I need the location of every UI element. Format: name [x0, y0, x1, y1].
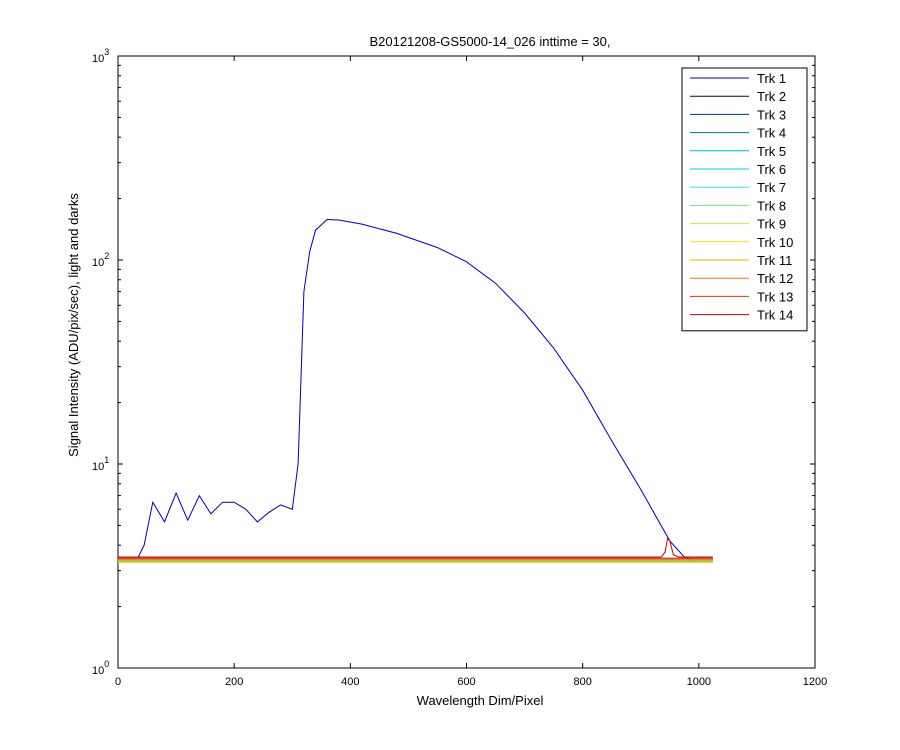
legend-label: Trk 6 — [757, 162, 786, 177]
x-tick-label: 0 — [115, 676, 121, 688]
legend-label: Trk 5 — [757, 144, 786, 159]
x-axis: 0 200 400 600 800 1000 1200 — [115, 56, 827, 688]
y-tick-label: 103 — [92, 47, 109, 65]
y-tick-label: 101 — [92, 455, 109, 473]
y-tick-label: 102 — [92, 251, 109, 269]
legend-box — [681, 67, 808, 332]
y-tick-label: 100 — [92, 659, 109, 677]
legend: Trk 1 Trk 2 Trk 3 Trk 4 Trk 5 Trk 6 Trk 7 Trk 8… — [681, 67, 808, 332]
legend-label: Trk 11 — [757, 253, 792, 268]
series-line — [118, 218, 713, 561]
legend-label: Trk 10 — [757, 235, 793, 250]
x-tick-label: 400 — [341, 676, 359, 688]
legend-label: Trk 13 — [757, 289, 793, 304]
legend-label: Trk 2 — [757, 89, 786, 104]
legend-label: Trk 4 — [757, 126, 786, 141]
chart-title: B20121208-GS5000-14_026 inttime = 30, — [369, 34, 610, 49]
legend-label: Trk 7 — [757, 180, 786, 195]
x-tick-label: 1200 — [803, 676, 827, 688]
x-tick-label: 1000 — [687, 676, 711, 688]
legend-label: Trk 12 — [757, 271, 793, 286]
x-tick-label: 600 — [457, 676, 475, 688]
data-series — [118, 218, 713, 563]
y-axis: 100 101 102 103 — [92, 47, 815, 677]
legend-label: Trk 1 — [757, 71, 786, 86]
legend-label: Trk 8 — [757, 198, 786, 213]
x-tick-label: 800 — [573, 676, 591, 688]
y-axis-title: Signal Intensity (ADU/pix/sec), light an… — [66, 193, 81, 457]
legend-label: Trk 3 — [757, 107, 786, 122]
legend-label: Trk 9 — [757, 217, 786, 232]
x-tick-label: 200 — [225, 676, 243, 688]
series-line — [118, 537, 713, 558]
legend-label: Trk 14 — [757, 308, 793, 323]
x-axis-title: Wavelength Dim/Pixel — [417, 693, 544, 708]
